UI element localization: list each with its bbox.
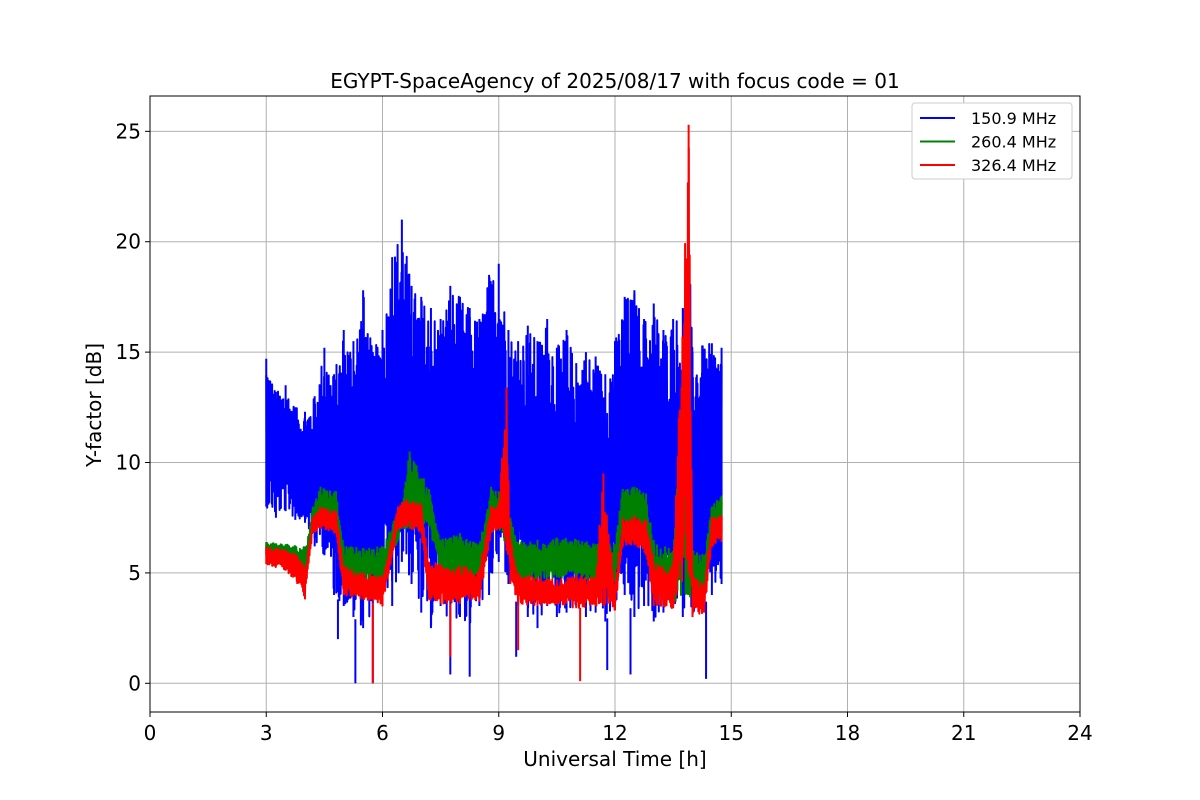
legend-label: 326.4 MHz: [971, 156, 1056, 175]
x-tick-label: 0: [144, 721, 157, 745]
y-tick-label: 25: [116, 119, 141, 143]
x-axis: 0 3 6 9 12 15 18 21 24: [144, 712, 1093, 745]
legend: 150.9 MHz 260.4 MHz 326.4 MHz: [911, 102, 1073, 180]
y-tick-label: 15: [116, 340, 141, 364]
y-tick-label: 5: [128, 561, 141, 585]
y-tick-label: 0: [128, 671, 141, 695]
series-150-9-mhz: [265, 219, 723, 684]
series-326-4-mhz: [265, 124, 723, 684]
y-tick-label: 20: [116, 230, 141, 254]
y-axis-label: Y-factor [dB]: [82, 343, 106, 468]
x-tick-label: 15: [719, 721, 744, 745]
x-tick-label: 6: [376, 721, 389, 745]
x-tick-label: 9: [492, 721, 505, 745]
x-tick-label: 3: [260, 721, 273, 745]
legend-frame: [911, 102, 1073, 180]
chart-title: EGYPT-SpaceAgency of 2025/08/17 with foc…: [330, 69, 899, 93]
x-tick-label: 12: [602, 721, 627, 745]
y-tick-label: 10: [116, 451, 141, 475]
legend-label: 260.4 MHz: [971, 133, 1056, 152]
x-tick-label: 18: [835, 721, 860, 745]
y-axis: 0 5 10 15 20 25: [116, 119, 150, 695]
x-tick-label: 21: [951, 721, 976, 745]
x-tick-label: 24: [1067, 721, 1092, 745]
series-layer: [265, 124, 723, 684]
legend-label: 150.9 MHz: [971, 109, 1056, 128]
x-axis-label: Universal Time [h]: [523, 747, 706, 771]
